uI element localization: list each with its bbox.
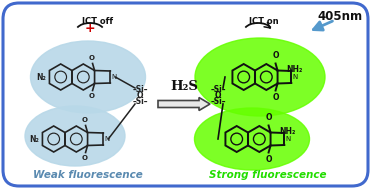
Text: –Si–: –Si– [132, 85, 148, 94]
Text: H₂S: H₂S [170, 80, 198, 93]
Text: –Si–: –Si– [132, 98, 148, 106]
Text: O: O [89, 54, 95, 60]
Text: N₂: N₂ [36, 73, 46, 81]
Text: N: N [104, 136, 109, 142]
Text: 405nm: 405nm [318, 11, 362, 23]
Text: O: O [265, 114, 272, 122]
Text: O: O [89, 94, 95, 99]
Text: N: N [111, 74, 116, 80]
Text: O: O [272, 51, 279, 60]
Text: N₂: N₂ [29, 135, 39, 143]
Text: Strong fluorescence: Strong fluorescence [209, 170, 327, 180]
Text: +: + [85, 22, 95, 36]
Text: O: O [215, 91, 221, 101]
Text: O: O [272, 94, 279, 102]
FancyBboxPatch shape [3, 3, 368, 186]
Text: O: O [82, 116, 88, 122]
Ellipse shape [194, 108, 309, 170]
Text: ICT off: ICT off [82, 16, 114, 26]
Text: N: N [285, 136, 290, 142]
FancyArrow shape [158, 98, 210, 111]
Text: Weak fluorescence: Weak fluorescence [33, 170, 143, 180]
Ellipse shape [30, 41, 145, 113]
Text: N: N [292, 74, 298, 80]
Text: –Si–: –Si– [210, 85, 226, 94]
Text: ICT on: ICT on [249, 16, 279, 26]
Text: O: O [82, 156, 88, 161]
Text: NH₂: NH₂ [286, 65, 303, 74]
Text: O: O [265, 156, 272, 164]
Text: O: O [137, 91, 143, 101]
Text: NH₂: NH₂ [279, 127, 296, 136]
Ellipse shape [25, 106, 125, 166]
Text: –Si–: –Si– [210, 98, 226, 106]
Ellipse shape [195, 38, 325, 116]
